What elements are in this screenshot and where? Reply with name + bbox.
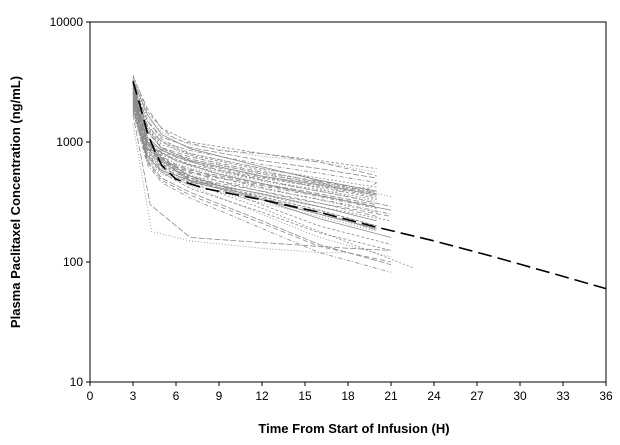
individual-series-line [132,86,377,196]
x-tick-label: 6 [173,389,180,403]
x-tick-label: 9 [216,389,223,403]
individual-series-line [132,76,377,177]
y-tick-label: 10 [70,375,84,389]
individual-series-line [132,103,392,251]
x-tick-label: 36 [599,389,613,403]
x-tick-label: 21 [384,389,398,403]
x-tick-label: 0 [87,389,94,403]
individual-series-line [132,114,392,251]
individual-series-line [132,108,377,222]
individual-series-line [132,84,377,196]
individual-series-line [132,84,377,179]
individual-series-line [132,78,377,173]
x-tick-label: 12 [255,389,269,403]
individual-series-line [132,88,377,183]
individual-series-line [132,79,377,227]
y-tick-label: 100 [63,255,83,269]
x-tick-label: 15 [298,389,312,403]
individual-series-line [132,81,377,193]
individual-series-line [132,96,377,199]
individual-series-line [132,111,392,273]
plot-frame [89,21,607,383]
individual-series-line [132,108,392,263]
x-tick-label: 30 [513,389,527,403]
individual-series-line [132,94,392,217]
individual-series-line [132,98,413,268]
x-axis-title: Time From Start of Infusion (H) [258,421,449,436]
individual-series-line [132,96,377,217]
individual-series-line [132,75,377,169]
individual-series-line [132,105,392,222]
individual-series-line [132,90,377,201]
individual-series-line [132,124,348,253]
x-tick-label: 24 [427,389,441,403]
individual-series-line [132,98,392,215]
mean-curve-line [132,81,607,290]
individual-series-line [132,82,377,231]
individual-series-group [132,75,413,273]
y-tick-label: 10000 [50,15,84,29]
x-tick-label: 3 [130,389,137,403]
individual-series-line [132,105,392,266]
x-axis-ticks: 0 3 6 9 12 15 18 21 24 27 30 33 36 [87,382,613,403]
x-tick-label: 27 [470,389,484,403]
y-tick-label: 1000 [56,135,83,149]
mean-curve-group [132,81,607,290]
individual-series-line [132,86,377,193]
individual-series-line [132,84,377,195]
y-axis-title: Plasma Paclitaxel Concentration (ng/mL) [8,76,23,328]
individual-series-line [132,94,392,245]
x-tick-label: 18 [341,389,355,403]
individual-series-line [132,84,377,229]
y-axis-ticks: 10 100 1000 10000 [50,15,90,389]
individual-series-line [132,79,377,192]
plot-area-border [89,21,607,383]
individual-series-line [132,100,377,206]
x-tick-label: 33 [556,389,570,403]
